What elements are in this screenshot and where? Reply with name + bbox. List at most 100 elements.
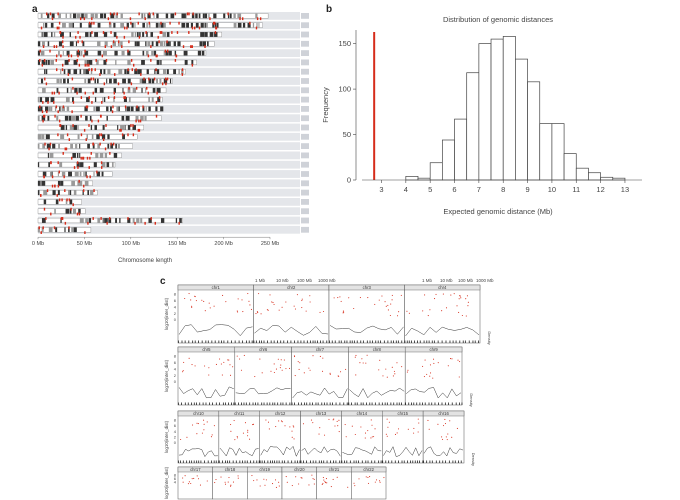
chromosome-panel: chr5 [177, 346, 236, 406]
chromosome-panel-label: chr15 [397, 411, 408, 416]
distance-point [281, 306, 283, 308]
distance-point [309, 295, 311, 297]
distance-point [186, 436, 188, 438]
distance-point [272, 302, 274, 304]
distance-point [460, 297, 462, 299]
grid-legend-label: 100 Mb [458, 278, 474, 283]
density-line [178, 324, 253, 337]
distance-point [258, 293, 260, 295]
locus-marker [80, 156, 82, 160]
grid-y-tick-label: 2 [174, 373, 177, 378]
locus-marker [39, 59, 41, 62]
distance-point [305, 310, 307, 312]
locus-marker [91, 17, 93, 21]
distance-point [236, 435, 238, 438]
locus-marker [130, 124, 132, 127]
distance-point [278, 485, 280, 487]
locus-marker [171, 31, 173, 34]
locus-marker [182, 45, 185, 48]
distance-point [424, 294, 426, 296]
locus-marker [45, 217, 47, 220]
grid-y-tick-label: 0 [174, 379, 177, 384]
locus-marker [83, 54, 85, 58]
distance-point [263, 478, 265, 480]
distance-point [407, 428, 409, 430]
distance-point [247, 431, 249, 433]
distance-point [334, 425, 336, 427]
distance-point [450, 294, 452, 296]
distance-point [261, 372, 263, 374]
locus-marker [105, 124, 107, 127]
locus-marker [93, 189, 95, 192]
distance-point [325, 478, 327, 480]
distance-point [256, 479, 258, 481]
locus-marker [89, 156, 91, 160]
histogram-bar [490, 38, 504, 181]
distance-point [360, 426, 362, 428]
distance-point [345, 436, 347, 438]
histogram-bar [551, 123, 565, 181]
distance-point [348, 297, 350, 299]
chromosome-panel-label: chr6 [259, 347, 268, 352]
locus-marker [155, 114, 158, 118]
distance-point [385, 305, 387, 307]
chromosome-row [37, 170, 309, 179]
chromosome-row [37, 114, 309, 123]
locus-marker [164, 77, 167, 81]
chromosome-panel-label: chr4 [438, 285, 447, 290]
distance-point [375, 479, 378, 481]
histogram-x-tick-label: 6 [452, 185, 456, 194]
locus-marker [91, 101, 93, 104]
distance-point [237, 477, 239, 479]
locus-marker [135, 86, 138, 90]
ideogram-x-tick-label: 250 Mb [261, 241, 279, 247]
distance-point [367, 482, 370, 484]
distance-point [429, 364, 432, 366]
distance-point [442, 293, 444, 295]
distance-point [332, 478, 334, 480]
distance-point [191, 305, 193, 307]
distance-point [240, 369, 243, 371]
locus-marker [214, 21, 216, 25]
distance-point [214, 481, 216, 484]
locus-marker [68, 198, 71, 202]
locus-marker [105, 59, 108, 62]
distance-point [336, 476, 338, 478]
histogram-bar [539, 123, 553, 181]
distance-point [370, 419, 372, 421]
distance-point [201, 299, 203, 301]
chromosome-panel-label: chr5 [202, 347, 211, 352]
locus-marker [90, 152, 92, 155]
distance-point [332, 419, 334, 421]
density-line [342, 446, 382, 456]
locus-marker [152, 12, 154, 16]
distance-point [208, 374, 210, 376]
distance-point [222, 294, 224, 297]
locus-marker [57, 12, 59, 16]
distance-point [237, 475, 239, 477]
locus-marker [113, 12, 115, 16]
distance-point [396, 315, 399, 317]
distance-point [190, 299, 192, 301]
distance-point [359, 296, 361, 299]
locus-marker [60, 217, 63, 220]
locus-marker [59, 124, 61, 127]
locus-marker [51, 91, 53, 95]
locus-marker [135, 119, 137, 123]
grid-y-tick-label: 0 [174, 317, 177, 322]
histogram-bar [502, 36, 516, 181]
distance-point [322, 482, 324, 484]
distance-point [309, 301, 311, 303]
chromosome-bar [37, 96, 163, 103]
distance-point [278, 481, 280, 483]
locus-marker [49, 49, 51, 53]
locus-marker [86, 175, 88, 179]
chromosome-panel: chr21 [316, 466, 352, 500]
ideogram-x-tick-label: 150 Mb [168, 241, 186, 247]
grid-y-tick-label: 2 [174, 311, 177, 316]
chromosome-panel-label: chr22 [363, 467, 374, 472]
locus-marker [58, 119, 61, 123]
locus-marker [96, 170, 98, 174]
genomic-distance-histogram: Distribution of genomic distances Expect… [321, 15, 642, 216]
distance-point [397, 428, 400, 430]
